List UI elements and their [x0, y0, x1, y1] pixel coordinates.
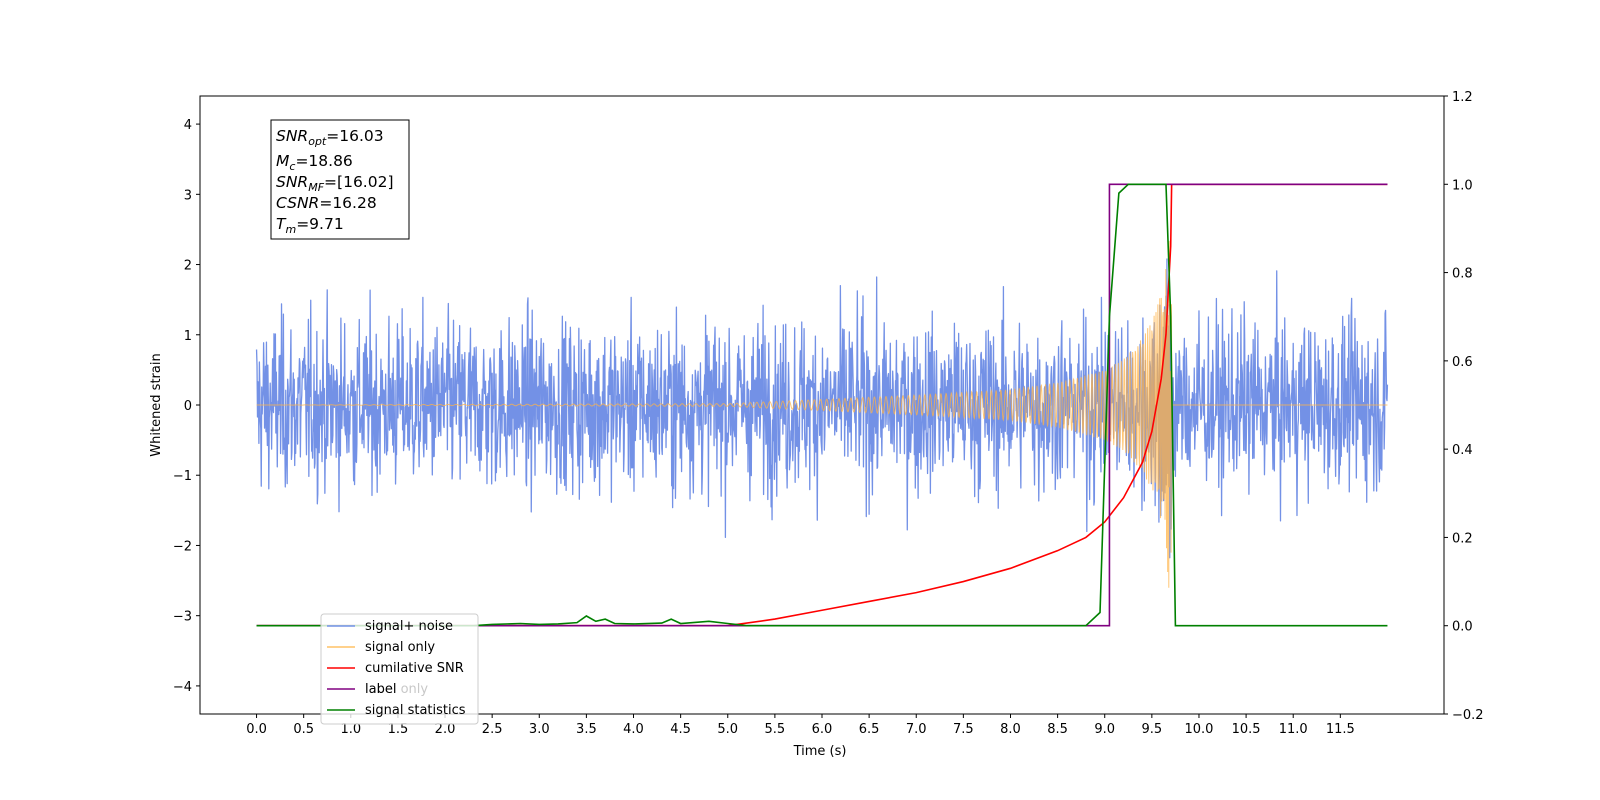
x-tick-label: 0.0 [246, 722, 267, 737]
y-tick-label: 0 [184, 399, 192, 414]
y-tick-label: 4 [184, 118, 192, 133]
x-tick-label: 11.0 [1279, 722, 1308, 737]
x-axis-label: Time (s) [793, 744, 847, 759]
y-axis-ticks: 4 3 2 1 0 −1 −2 −3 −4 [173, 118, 200, 695]
y2-tick-label: 0.4 [1452, 443, 1473, 458]
y2-axis-ticks: 1.2 1.0 0.8 0.6 0.4 0.2 0.0 −0.2 [1444, 90, 1484, 723]
y2-tick-label: 1.0 [1452, 178, 1473, 193]
legend-cumulative-snr: cumilative SNR [365, 661, 464, 676]
x-tick-label: 6.5 [859, 722, 880, 737]
y2-tick-label: 1.2 [1452, 90, 1473, 105]
legend-label: label [365, 682, 396, 697]
annotation-csnr: CSNR=16.28 [276, 194, 377, 212]
x-tick-label: 5.5 [765, 722, 786, 737]
x-tick-label: 9.0 [1094, 722, 1115, 737]
y-tick-label: 3 [184, 188, 192, 203]
x-tick-label: 4.5 [670, 722, 691, 737]
y2-tick-label: 0.0 [1452, 620, 1473, 635]
x-tick-label: 2.0 [435, 722, 456, 737]
y2-tick-label: 0.8 [1452, 267, 1473, 282]
series-signal-only-line [256, 240, 1388, 588]
y-axis-label: Whitened strain [149, 353, 164, 456]
x-tick-label: 7.5 [953, 722, 974, 737]
y-tick-label: −3 [173, 610, 192, 625]
series-cumulative-snr-line [256, 183, 1388, 627]
x-tick-label: 7.0 [906, 722, 927, 737]
annotation-snr-opt: SNRopt=16.03 [276, 127, 384, 148]
x-tick-label: 0.5 [293, 722, 314, 737]
x-tick-label: 5.0 [717, 722, 738, 737]
y-tick-label: −1 [173, 469, 192, 484]
x-tick-label: 10.5 [1232, 722, 1261, 737]
x-tick-label: 10.0 [1184, 722, 1213, 737]
x-tick-label: 11.5 [1326, 722, 1355, 737]
annotation-mc: Mc=18.86 [276, 152, 353, 173]
y-tick-label: −4 [173, 680, 192, 695]
x-tick-label: 3.0 [529, 722, 550, 737]
y-tick-label: 2 [184, 259, 192, 274]
x-axis-ticks: 0.0 0.5 1.0 1.5 2.0 2.5 3.0 3.5 4.0 4.5 5.0 5.5 6.0 6… [246, 714, 1355, 737]
x-tick-label: 6.0 [812, 722, 833, 737]
x-tick-label: 2.5 [482, 722, 503, 737]
x-tick-label: 1.0 [340, 722, 361, 737]
legend-signal-statistics: signal statistics [365, 703, 466, 718]
series-signal-statistics-line [256, 183, 1388, 627]
y2-tick-label: 0.2 [1452, 531, 1473, 546]
series-signal-noise-line [255, 258, 1389, 559]
legend: signal+ noise signal only cumilative SNR… [320, 613, 479, 725]
annotation-snr-mf: SNRMF=[16.02] [276, 173, 394, 194]
x-tick-label: 9.5 [1142, 722, 1163, 737]
x-tick-label: 4.0 [623, 722, 644, 737]
y2-tick-label: −0.2 [1452, 708, 1484, 723]
y-tick-label: 1 [184, 329, 192, 344]
legend-signal-noise: signal+ noise [365, 619, 453, 634]
x-tick-label: 1.5 [388, 722, 409, 737]
legend-signal-only: signal only [365, 640, 435, 655]
x-tick-label: 8.0 [1000, 722, 1021, 737]
annotation-box: SNRopt=16.03 Mc=18.86 SNRMF=[16.02] CSNR… [270, 119, 410, 240]
legend-label-only: label only [365, 682, 428, 697]
annotation-tm: Tm=9.71 [276, 215, 344, 236]
x-tick-label: 8.5 [1047, 722, 1068, 737]
y-tick-label: −2 [173, 539, 192, 554]
x-tick-label: 3.5 [576, 722, 597, 737]
y2-tick-label: 0.6 [1452, 355, 1473, 370]
